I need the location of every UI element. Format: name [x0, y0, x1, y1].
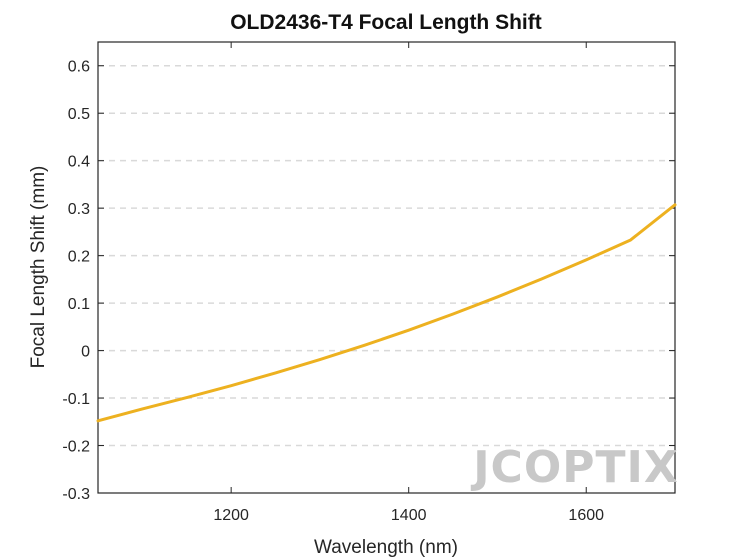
y-tick-label: 0.2 [68, 249, 90, 266]
y-tick-label: -0.3 [62, 486, 90, 503]
y-tick-label: 0.3 [68, 201, 90, 218]
chart-title: OLD2436-T4 Focal Length Shift [230, 11, 542, 34]
y-tick-label: -0.2 [62, 439, 90, 456]
x-tick-label: 1600 [568, 507, 604, 524]
y-tick-label: -0.1 [62, 391, 90, 408]
y-axis-label: Focal Length Shift (mm) [28, 166, 49, 369]
y-tick-label: 0.4 [68, 154, 90, 171]
grid-lines [98, 64, 675, 447]
y-tick-label: 0 [81, 344, 90, 361]
y-tick-label: 0.5 [68, 106, 90, 123]
axis-ticks: -0.3 -0.2 -0.1 0 0.1 0.2 0.3 0.4 0.5 0.6 1200 1400 1… [62, 42, 675, 524]
watermark-text: JCOPTIX [470, 442, 679, 493]
jcoptix-watermark: JCOPTIX [470, 442, 679, 493]
focal-shift-line [96, 203, 677, 423]
y-tick-label: 0.1 [68, 296, 90, 313]
plot-frame [97, 41, 676, 494]
x-tick-label: 1200 [213, 507, 249, 524]
x-axis-label: Wavelength (nm) [314, 537, 458, 558]
y-tick-label: 0.6 [68, 59, 90, 76]
x-tick-label: 1400 [391, 507, 427, 524]
